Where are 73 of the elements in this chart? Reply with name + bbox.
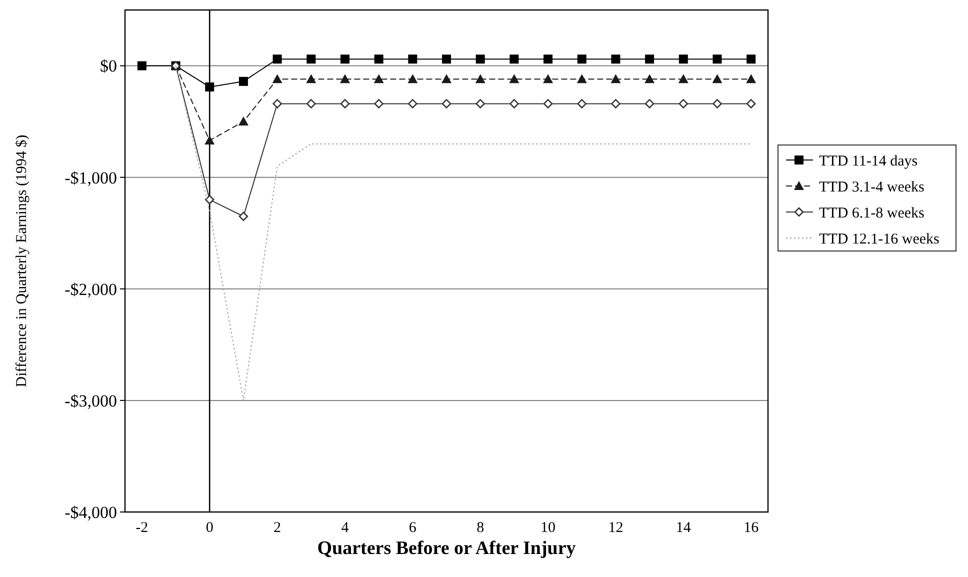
y-tick-label: -$3,000 [64,391,117,410]
point [712,74,722,84]
point [374,54,384,64]
point [306,99,316,108]
point [476,54,485,64]
x-tick-label: 10 [540,520,556,536]
point [408,99,418,108]
legend-label: TTD 6.1-8 weeks [819,205,925,222]
y-tick-label: -$2,000 [64,280,117,299]
x-tick-label: 6 [408,520,417,536]
point [442,99,452,108]
y-tick-label: -$1,000 [64,168,117,188]
point [645,54,654,64]
legend-label: TTD 11-14 days [819,153,918,170]
point [238,212,248,222]
point [678,74,688,84]
legend-label: TTD 3.1-4 weeks [819,179,925,196]
point [374,99,384,108]
point [577,54,586,64]
y-tick-label: $0 [100,56,117,76]
point [746,74,756,84]
point [442,54,451,64]
point [238,76,248,86]
point [509,74,520,84]
point [543,99,553,108]
point [272,54,282,64]
point [577,99,587,108]
x-tick-label: 4 [341,520,350,536]
point [678,99,688,108]
point [712,54,722,64]
x-tick-label: 2 [274,520,282,536]
x-tick-label: 12 [608,520,624,536]
point [611,99,620,108]
x-tick-label: 16 [744,520,760,536]
point [205,82,214,92]
y-axis-title: Difference in Quarterly Earnings (1994 $) [14,134,30,388]
point [510,99,519,108]
legend-label: TTD 12.1-16 weeks [819,231,940,248]
point [678,54,688,64]
x-tick-label: 0 [206,520,214,536]
point [544,54,553,64]
point [306,74,316,84]
point [712,99,722,108]
point [576,74,587,84]
point [746,54,756,64]
point [306,54,316,64]
point [644,74,655,84]
point [272,99,282,108]
point [644,99,654,108]
point [746,99,756,108]
point [476,99,485,108]
point [204,136,215,145]
point [610,74,621,84]
point [475,74,486,84]
x-axis-title: Quarters Before or After Injury [317,538,576,559]
point [204,194,214,204]
point [238,116,248,126]
x-tick-label: 8 [476,520,484,536]
point [611,54,620,64]
point [408,74,418,84]
point [340,74,350,84]
x-tick-label: -2 [136,520,148,536]
point [340,99,350,108]
point [408,54,418,64]
point [340,54,350,64]
point [272,74,282,84]
point [543,74,554,84]
point [442,74,452,84]
point [510,54,519,64]
point [137,61,146,70]
x-tick-label: 14 [676,520,692,536]
point [374,74,384,84]
y-tick-label: -$4,000 [64,502,117,522]
